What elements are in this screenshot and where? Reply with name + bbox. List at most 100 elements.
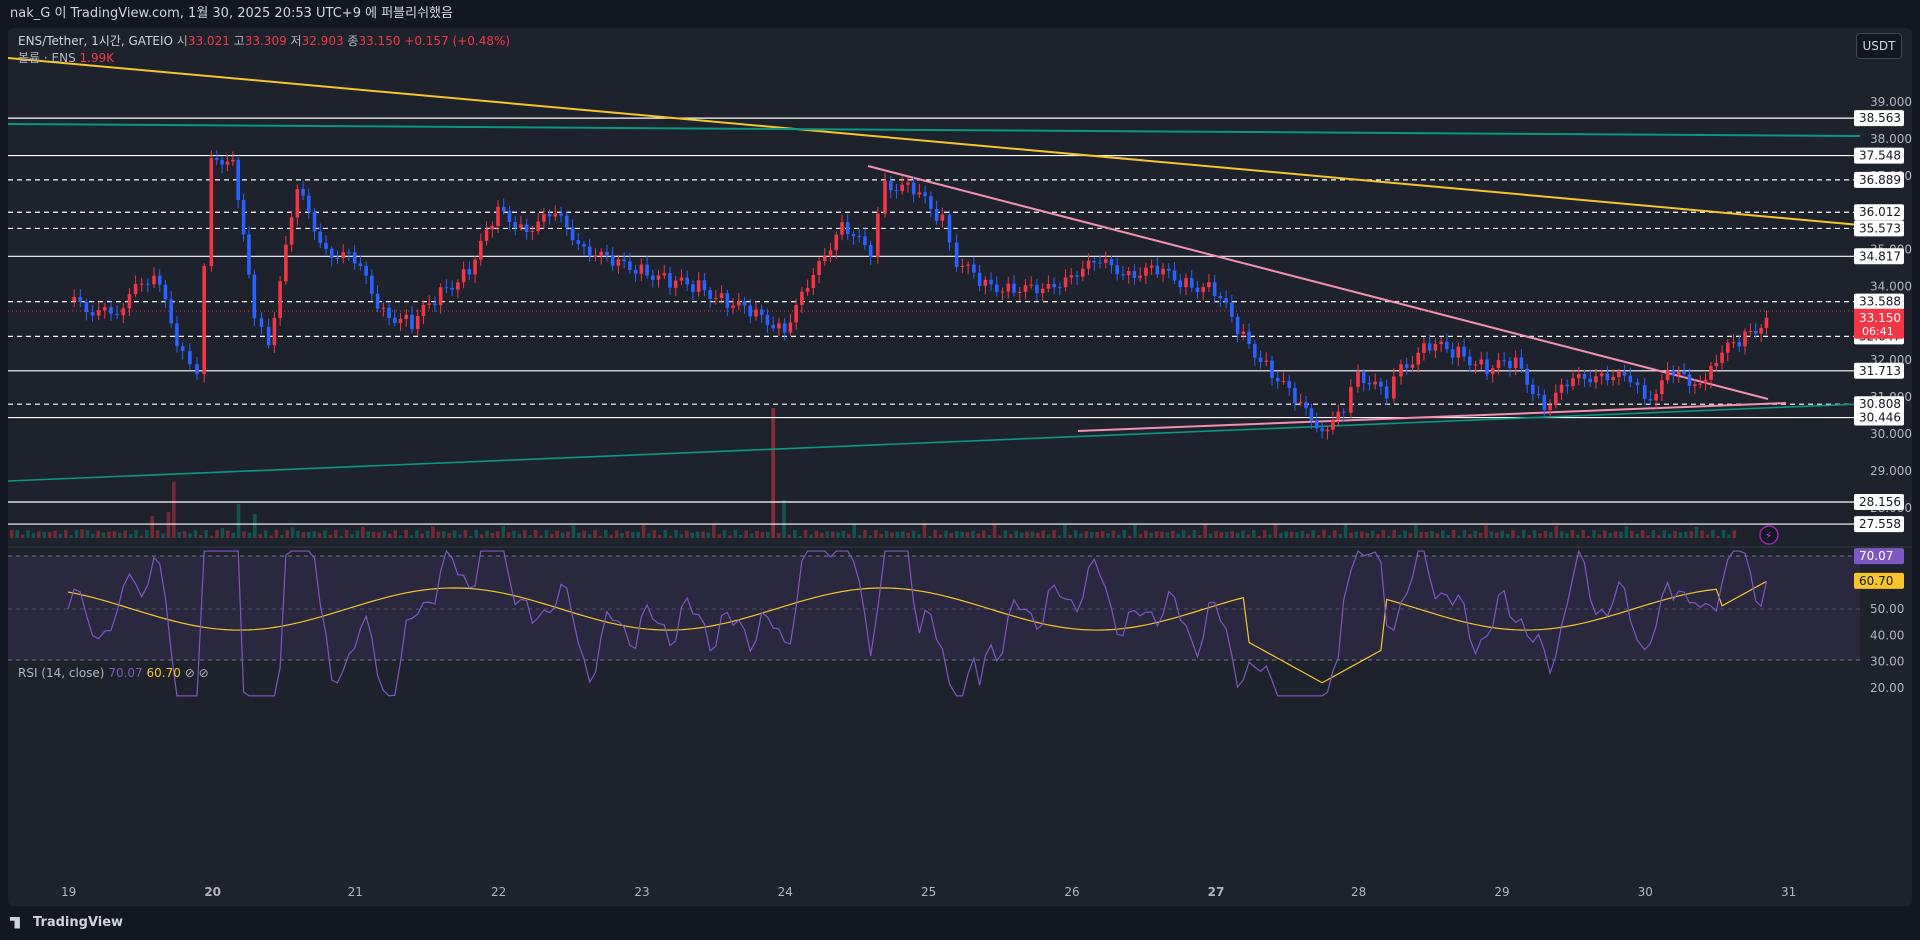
yellow-trendline[interactable] xyxy=(8,57,1861,226)
green-trendline-upper[interactable] xyxy=(8,123,1861,137)
candle-body xyxy=(175,323,179,347)
volume-bar xyxy=(74,530,79,538)
lightning-icon[interactable] xyxy=(1759,525,1779,545)
volume-bar xyxy=(712,524,716,538)
volume-bar xyxy=(1079,533,1083,538)
volume-bar xyxy=(420,533,424,538)
candle-body xyxy=(1698,383,1703,385)
volume-bar xyxy=(1014,530,1018,538)
candle-body xyxy=(1445,341,1449,350)
candle-body xyxy=(370,275,374,294)
logo-text: TradingView xyxy=(33,915,124,930)
pink-trendline-upper[interactable] xyxy=(867,165,1769,400)
rsi-pane[interactable] xyxy=(8,548,1860,906)
tradingview-logo-icon xyxy=(10,916,20,929)
chart-canvas[interactable]: 39.00038.00037.00035.00034.00032.00031.0… xyxy=(8,28,1912,906)
candle-body xyxy=(794,305,798,323)
volume-bar xyxy=(155,530,160,538)
candle-body xyxy=(1172,270,1177,281)
candle-body xyxy=(133,284,138,295)
candle-body xyxy=(421,304,426,316)
rsi-title[interactable]: RSI (14, close) xyxy=(18,666,105,680)
time-axis-tick: 28 xyxy=(1351,885,1366,899)
candle-body xyxy=(668,273,672,288)
candle-body xyxy=(1230,302,1234,317)
candle-body xyxy=(1298,402,1303,404)
chart-panel[interactable]: 39.00038.00037.00035.00034.00032.00031.0… xyxy=(8,28,1912,906)
volume-bar xyxy=(1052,530,1056,538)
candle-body xyxy=(1115,265,1119,275)
volume-bar xyxy=(1678,532,1683,538)
eye-off-icon[interactable]: ⊘ xyxy=(198,666,209,680)
symbol-title[interactable]: ENS/Tether, 1시간, GATEIO xyxy=(18,34,173,48)
volume-bar xyxy=(1473,530,1477,538)
level-price-label-text: 38.563 xyxy=(1859,111,1901,125)
candle-body xyxy=(1325,429,1330,432)
volume-bar xyxy=(1543,530,1548,538)
volume-bar xyxy=(506,532,511,538)
volume-bar xyxy=(701,531,705,538)
candle-body xyxy=(1693,384,1697,386)
candle-body xyxy=(347,252,351,254)
price-axis-tick: 29.000 xyxy=(1870,464,1912,478)
pink-trendline-lower[interactable] xyxy=(1077,402,1787,432)
volume-bar xyxy=(1727,534,1731,538)
candle-body xyxy=(220,159,224,165)
volume-bar xyxy=(636,532,640,538)
footer-bar: TradingView xyxy=(0,906,1920,940)
volume-bar xyxy=(269,535,273,538)
eye-off-icon[interactable]: ⊘ xyxy=(184,666,195,680)
volume-bar xyxy=(803,530,808,538)
candle-body xyxy=(1293,387,1297,403)
time-axis-tick: 19 xyxy=(61,885,76,899)
volume-bar xyxy=(1154,531,1159,538)
candle-body xyxy=(1012,283,1016,293)
candle-body xyxy=(530,231,535,233)
candle-body xyxy=(725,293,730,308)
candle-body xyxy=(1098,262,1102,264)
volume-bar xyxy=(1349,532,1353,538)
volume-bar xyxy=(231,532,235,538)
volume-label[interactable]: 볼륨 · ENS xyxy=(18,51,76,65)
candle-body xyxy=(72,296,76,302)
volume-bar xyxy=(177,532,181,538)
candle-body xyxy=(444,287,449,289)
volume-bar xyxy=(317,533,322,538)
volume-bar xyxy=(1133,524,1137,538)
green-trendline-lower[interactable] xyxy=(8,403,1861,482)
volume-bar xyxy=(1084,530,1089,538)
candle-body xyxy=(467,269,472,275)
candle-body xyxy=(1571,378,1575,387)
volume-bar xyxy=(1597,534,1602,538)
candle-body xyxy=(96,310,101,316)
volume-bar xyxy=(280,534,284,538)
volume-bar xyxy=(868,535,873,538)
candle-body xyxy=(188,351,192,365)
volume-bar xyxy=(1689,531,1693,538)
candle-body xyxy=(415,315,420,330)
volume-bar xyxy=(620,533,624,538)
candle-body xyxy=(278,281,282,318)
volume-bar xyxy=(242,531,246,538)
volume-bar xyxy=(1106,533,1110,538)
tradingview-logo[interactable]: TradingView xyxy=(10,915,123,930)
time-axis-tick: 21 xyxy=(348,885,363,899)
volume-bar xyxy=(1635,533,1639,538)
volume-bar xyxy=(1532,530,1537,538)
candle-body xyxy=(1361,372,1366,384)
change-value: +0.157 (+0.48%) xyxy=(404,34,511,48)
volume-bar xyxy=(350,534,354,538)
candle-body xyxy=(259,318,264,328)
volume-bar xyxy=(884,530,889,538)
candle-body xyxy=(152,275,156,285)
volume-bar xyxy=(1279,533,1283,538)
candle-body xyxy=(1628,375,1633,383)
candle-body xyxy=(312,212,317,232)
volume-bar xyxy=(1225,531,1229,538)
currency-button[interactable]: USDT xyxy=(1856,33,1902,59)
volume-bar xyxy=(479,534,484,538)
candle-body xyxy=(1189,278,1194,288)
volume-bar xyxy=(976,533,981,538)
volume-bar xyxy=(1289,531,1294,538)
volume-bar xyxy=(485,530,489,538)
